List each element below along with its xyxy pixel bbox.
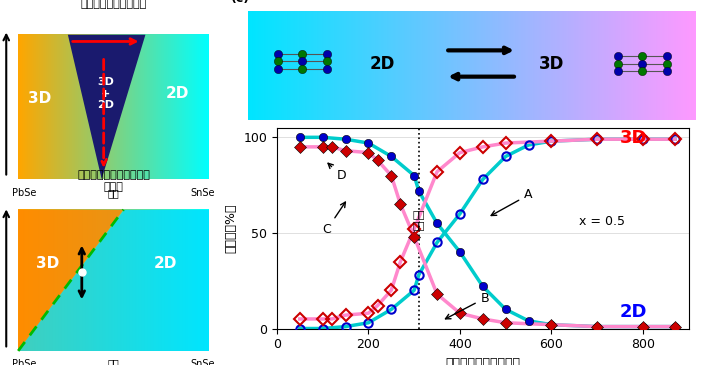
Polygon shape (18, 210, 124, 351)
X-axis label: 絶対温度（ケルビン）: 絶対温度（ケルビン） (445, 357, 520, 365)
Polygon shape (18, 210, 209, 351)
Text: 2D: 2D (153, 255, 177, 270)
Text: 3D: 3D (28, 91, 52, 106)
Text: 組成: 組成 (108, 358, 119, 365)
Text: PbSe: PbSe (12, 188, 36, 198)
Text: 2D: 2D (620, 303, 648, 321)
Text: 2D: 2D (165, 86, 189, 101)
Text: 2D: 2D (369, 54, 395, 73)
Text: x = 0.5: x = 0.5 (579, 215, 625, 228)
Text: 昇温
開始: 昇温 開始 (413, 209, 425, 230)
Polygon shape (68, 35, 146, 179)
Text: C: C (322, 202, 345, 236)
Y-axis label: 相分率（%）: 相分率（%） (225, 203, 238, 253)
Text: (c): (c) (231, 0, 250, 5)
Text: 3D
+
2D: 3D + 2D (97, 77, 114, 110)
Text: D: D (328, 163, 346, 182)
Text: PbSe: PbSe (12, 358, 36, 365)
Text: SnSe: SnSe (191, 358, 215, 365)
Text: 組成: 組成 (108, 188, 119, 198)
Text: 3D: 3D (540, 54, 564, 73)
Text: 3D: 3D (620, 129, 648, 147)
Text: (b): (b) (0, 181, 1, 194)
Title: 平衡合成試料の状態図: 平衡合成試料の状態図 (80, 0, 147, 9)
Text: B: B (445, 292, 489, 319)
Text: 3D: 3D (36, 255, 60, 270)
Text: SnSe: SnSe (191, 188, 215, 198)
Title: 非平衡合成試料の状態図
相境界: 非平衡合成試料の状態図 相境界 (77, 170, 150, 192)
Text: A: A (491, 188, 532, 215)
